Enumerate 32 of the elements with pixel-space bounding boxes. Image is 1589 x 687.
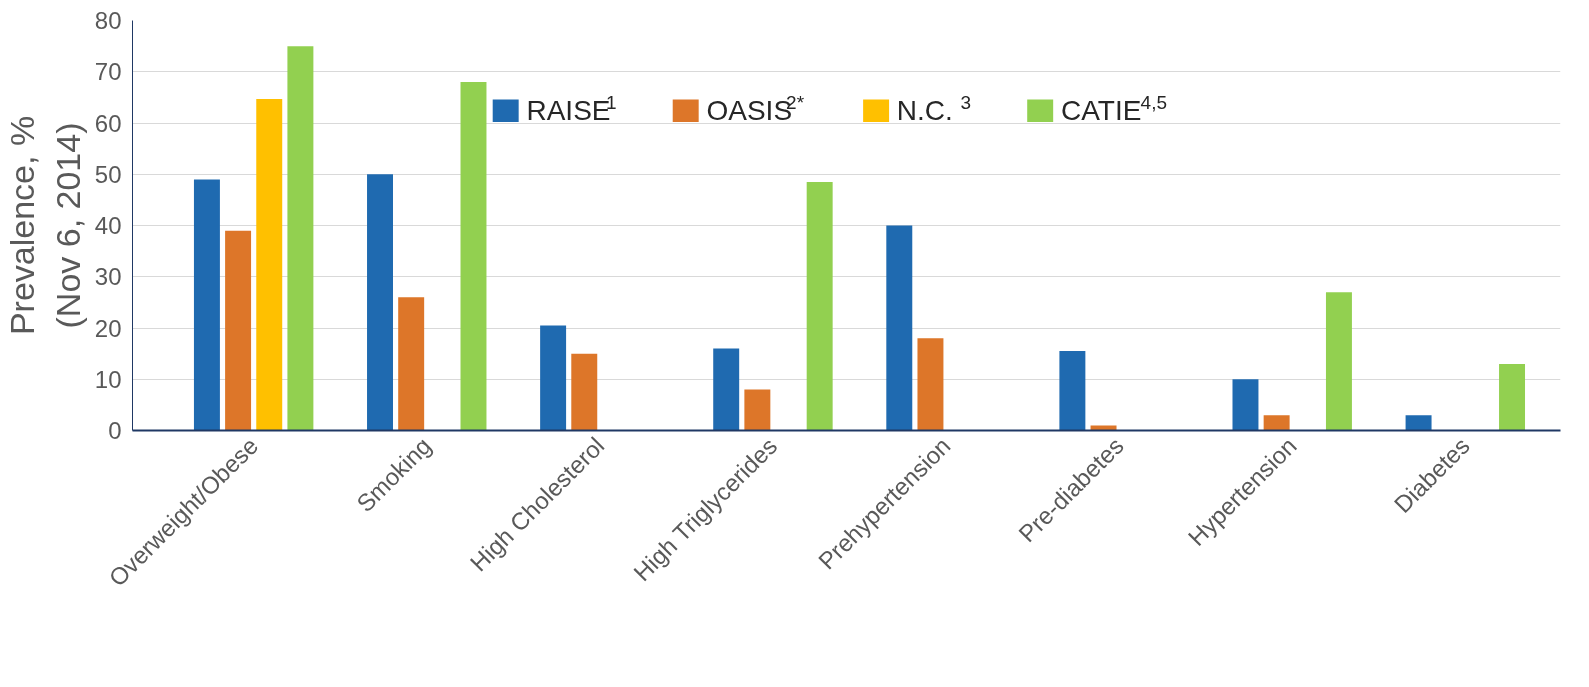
bar xyxy=(287,46,314,431)
y-tick-label: 40 xyxy=(94,212,122,239)
y-tick-label: 30 xyxy=(94,263,122,291)
bar xyxy=(806,181,833,431)
bar xyxy=(398,297,425,431)
bar xyxy=(540,325,567,431)
bar xyxy=(1059,351,1086,431)
bar xyxy=(1263,415,1290,431)
y-tick-label: 70 xyxy=(94,58,122,86)
y-tick-label: 60 xyxy=(94,109,122,137)
bar xyxy=(571,353,598,431)
bar xyxy=(744,389,771,431)
y-tick-label: 10 xyxy=(94,365,122,393)
bar xyxy=(1232,379,1259,431)
bar xyxy=(1499,363,1526,431)
y-tick-label: 80 xyxy=(94,7,122,34)
bar xyxy=(193,179,220,431)
bar xyxy=(713,348,740,431)
bar xyxy=(1090,425,1117,431)
bar xyxy=(256,98,283,431)
legend-label: N.C.3 xyxy=(896,92,972,127)
bar xyxy=(1405,415,1432,431)
bar xyxy=(225,230,252,431)
bar xyxy=(886,225,913,431)
y-tick-label: 0 xyxy=(108,417,122,444)
bar xyxy=(1325,292,1352,431)
y-tick-label: 20 xyxy=(94,314,122,342)
bar xyxy=(367,174,393,431)
y-axis-title: Prevalence, % (Nov 6, 2014) xyxy=(3,115,87,336)
bar xyxy=(917,338,944,431)
bar xyxy=(460,82,487,431)
y-tick-label: 50 xyxy=(94,160,122,188)
